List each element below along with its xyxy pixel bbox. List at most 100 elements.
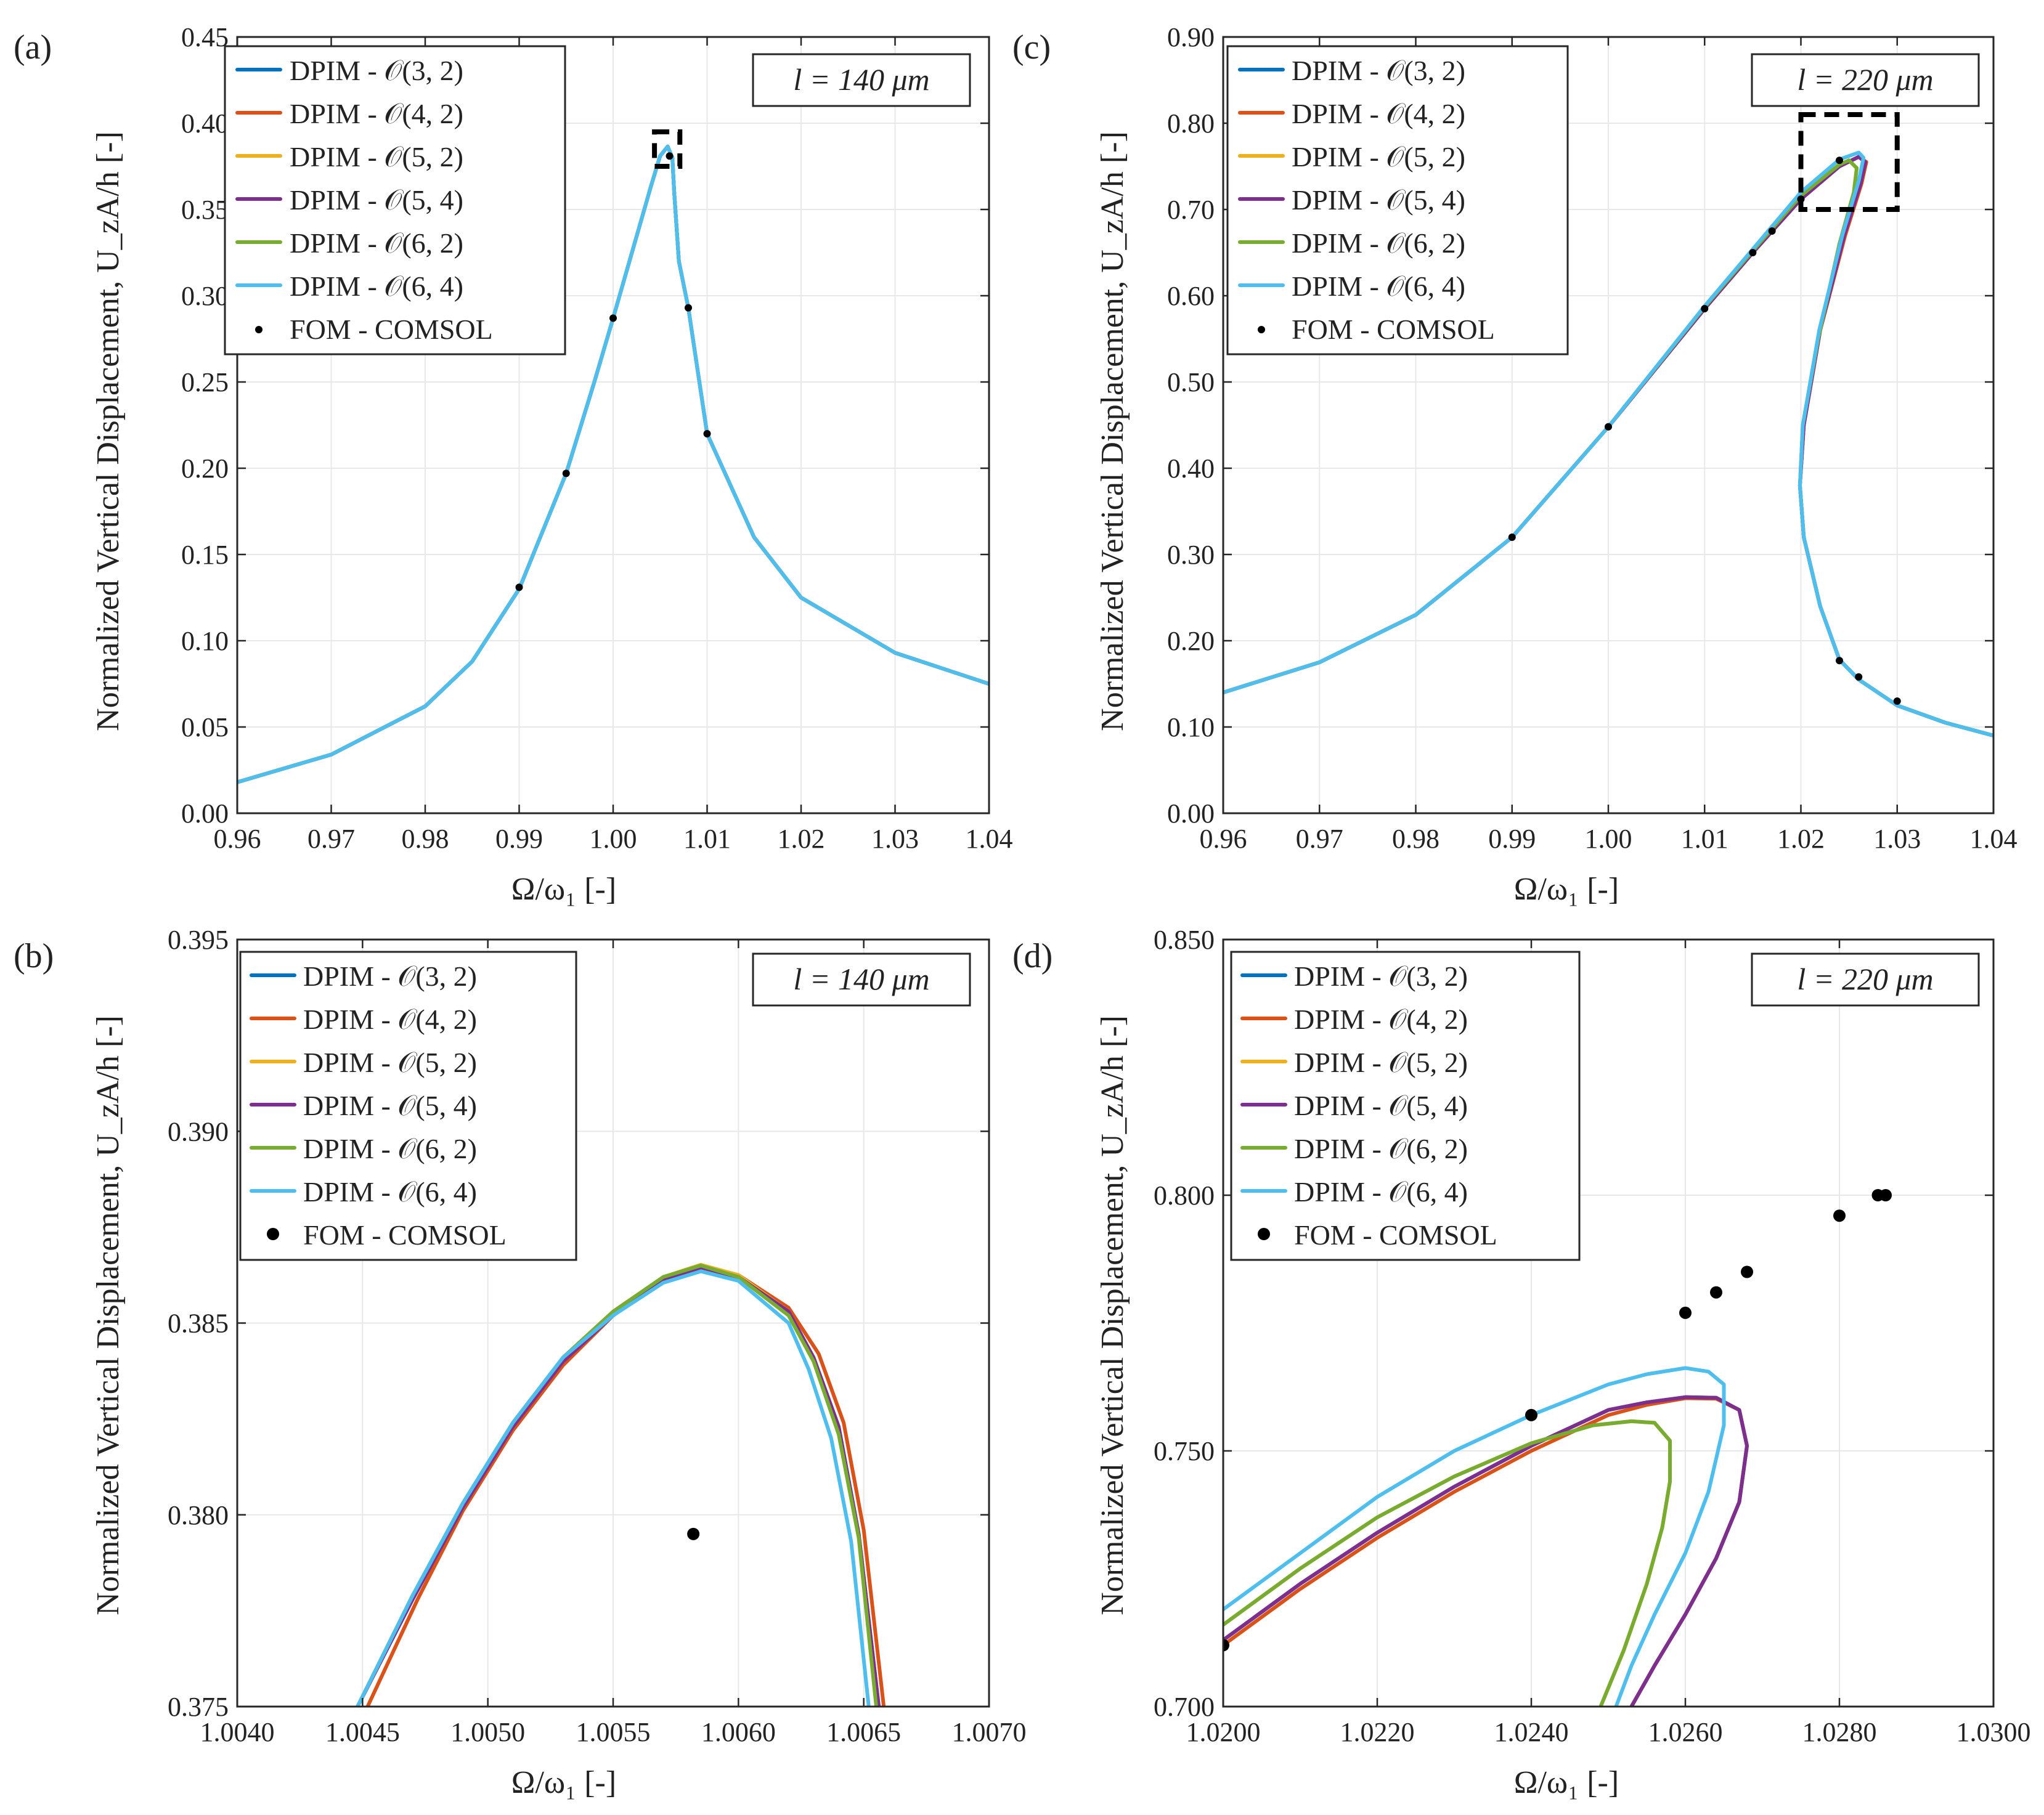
panel-b-series-5	[356, 1269, 871, 1707]
panel-c-ytick-label-1: 0.10	[1167, 712, 1215, 742]
panel-b-xlabel: Ω/ω₁ [-]	[511, 1765, 616, 1800]
legend-label-o54: DPIM - 𝒪(5, 4)	[1294, 1090, 1468, 1121]
panel-b-xtick-label-3: 1.0055	[576, 1717, 651, 1747]
legend-label-o62: DPIM - 𝒪(6, 2)	[1294, 1133, 1468, 1164]
panel-d-fom-point-7	[1879, 1189, 1892, 1201]
panel-c-xtick-label-3: 0.99	[1488, 824, 1536, 854]
panel-a-fom-point-4	[685, 304, 692, 312]
panel-d-fom-point-1	[1525, 1408, 1537, 1421]
panel-d-xtick-label-5: 1.0300	[1956, 1717, 2031, 1747]
panel-d-xtick-label-4: 1.0280	[1802, 1717, 1877, 1747]
panel-d-fom-point-5	[1833, 1209, 1846, 1222]
legend-label-o64: DPIM - 𝒪(6, 4)	[290, 270, 463, 302]
panel-a-fom-point-5	[703, 430, 711, 437]
panel-c-fom-point-3	[1749, 249, 1757, 256]
panel-d-axes-frame	[1222, 938, 1995, 1708]
panel-b-xtick-label-2: 1.0050	[450, 1717, 525, 1747]
panel-c-annotation-text: l = 220 μm	[1797, 62, 1933, 97]
panel-a-ylabel: Normalized Vertical Displacement, U_zA/h…	[91, 131, 126, 731]
panel-a-ytick-label-4: 0.20	[181, 453, 229, 484]
legend-label-o32: DPIM - 𝒪(3, 2)	[1294, 960, 1468, 992]
panel-d-ytick-label-1: 0.750	[1154, 1436, 1215, 1466]
legend-swatch-fom	[1258, 1228, 1270, 1240]
panel-a-ytick-label-5: 0.25	[181, 367, 229, 397]
legend-label-o52: DPIM - 𝒪(5, 2)	[1294, 1047, 1468, 1078]
panel-a-xtick-label-0: 0.96	[214, 824, 261, 854]
panel-d-ytick-label-0: 0.700	[1154, 1692, 1215, 1722]
panel-c-annotation: l = 220 μm	[1751, 53, 1980, 107]
panel-c-ytick-label-8: 0.80	[1167, 108, 1215, 139]
legend-label-o52: DPIM - 𝒪(5, 2)	[1292, 141, 1465, 173]
panel-d-xtick-label-0: 1.0200	[1186, 1717, 1261, 1747]
panel-b-annotation: l = 140 μm	[752, 952, 971, 1007]
legend-label-o62: DPIM - 𝒪(6, 2)	[1292, 227, 1465, 259]
panel-d-xtick-label-1: 1.0220	[1340, 1717, 1415, 1747]
panel-c-xtick-label-1: 0.97	[1296, 824, 1343, 854]
panel-b-xtick-label-6: 1.0070	[952, 1717, 1027, 1747]
panel-a-xtick-label-2: 0.98	[402, 824, 449, 854]
panel-b-ylabel: Normalized Vertical Displacement, U_zA/h…	[91, 1015, 126, 1615]
legend-label-o32: DPIM - 𝒪(3, 2)	[290, 55, 463, 86]
panel-b-ytick-label-4: 0.395	[168, 925, 229, 955]
panel-d-series-3	[1223, 1395, 1749, 1707]
panel-b-legend-box	[239, 951, 577, 1261]
panel-a-annotation: l = 140 μm	[752, 53, 971, 107]
panel-b-xtick-label-1: 1.0045	[325, 1717, 400, 1747]
panel-c-xtick-label-5: 1.01	[1681, 824, 1728, 854]
panel-d-ytick-label-2: 0.800	[1154, 1180, 1215, 1211]
panel-d-annotation: l = 220 μm	[1751, 952, 1980, 1007]
panel-d-ylabel: Normalized Vertical Displacement, U_zA/h…	[1095, 1015, 1130, 1615]
panel-c-fom-point-5	[1797, 195, 1805, 203]
panel-c-legend: DPIM - 𝒪(3, 2) DPIM - 𝒪(4, 2) DPIM - 𝒪(5…	[1226, 45, 1569, 355]
panel-a-xtick-label-1: 0.97	[307, 824, 355, 854]
legend-label-o52: DPIM - 𝒪(5, 2)	[303, 1047, 477, 1078]
panel-a: (a) 0.96 0.97 0.98 0.99 1.00 1.01 1.02 1.03 1.04…	[14, 22, 1013, 907]
panel-b-ytick-label-2: 0.385	[168, 1309, 229, 1339]
panel-a-zoom-box	[652, 129, 683, 169]
panel-d-fom-point-4	[1741, 1265, 1753, 1278]
panel-b-series-3	[356, 1265, 881, 1707]
panel-c-series-group	[1223, 150, 1993, 737]
panel-a-ytick-label-3: 0.15	[181, 540, 229, 570]
panel-c-xlabel: Ω/ω₁ [-]	[1514, 872, 1619, 907]
panel-a-fom-point-1	[562, 469, 570, 477]
panel-a-fom-point-0	[515, 583, 523, 591]
panel-a-series-group	[237, 144, 989, 784]
panel-d-fom-point-3	[1710, 1286, 1722, 1299]
panel-c-fom-point-4	[1768, 227, 1776, 235]
legend-label-o32: DPIM - 𝒪(3, 2)	[1292, 55, 1465, 86]
panel-b-fom-point-0	[687, 1527, 700, 1540]
legend-label-o32: DPIM - 𝒪(3, 2)	[303, 960, 477, 992]
panel-c-fom-point-9	[1893, 697, 1901, 705]
panel-c-ylabel: Normalized Vertical Displacement, U_zA/h…	[1095, 131, 1130, 731]
panel-c-fom-point-2	[1701, 305, 1709, 312]
panel-c-letter: (c)	[1012, 28, 1051, 67]
panel-b-ytick-label-3: 0.390	[168, 1116, 229, 1147]
panel-b-xtick-label-0: 1.0040	[200, 1717, 275, 1747]
panel-a-xtick-label-8: 1.04	[966, 824, 1013, 854]
panel-d-legend: DPIM - 𝒪(3, 2) DPIM - 𝒪(4, 2) DPIM - 𝒪(5…	[1230, 951, 1581, 1261]
panel-b-xtick-label-4: 1.0060	[701, 1717, 776, 1747]
panel-c-zoom-box	[1798, 112, 1900, 212]
panel-c-ytick-label-5: 0.50	[1167, 367, 1215, 397]
panel-a-fom-point-2	[609, 314, 617, 322]
legend-label-o54: DPIM - 𝒪(5, 4)	[303, 1090, 477, 1121]
legend-label-o54: DPIM - 𝒪(5, 4)	[1292, 184, 1465, 216]
panel-c-xtick-label-8: 1.04	[1970, 824, 2018, 854]
legend-label-o64: DPIM - 𝒪(6, 4)	[1294, 1176, 1468, 1208]
panel-c-fom-point-1	[1605, 423, 1612, 431]
panel-a-xtick-label-4: 1.00	[590, 824, 637, 854]
legend-label-o42: DPIM - 𝒪(4, 2)	[303, 1004, 477, 1035]
legend-swatch-fom	[255, 326, 263, 333]
panel-c: (c) 0.96 0.97 0.98 0.99 1.00 1.01 1.02 1.03 1.04…	[1012, 22, 2018, 907]
legend-label-o54: DPIM - 𝒪(5, 4)	[290, 184, 463, 216]
panel-c-ytick-label-0: 0.00	[1167, 798, 1215, 829]
panel-c-ytick-label-4: 0.40	[1167, 453, 1215, 484]
legend-label-o64: DPIM - 𝒪(6, 4)	[303, 1176, 477, 1208]
panel-b-legend: DPIM - 𝒪(3, 2) DPIM - 𝒪(4, 2) DPIM - 𝒪(5…	[239, 951, 577, 1261]
panel-c-ytick-label-9: 0.90	[1167, 22, 1215, 52]
panel-a-ytick-label-6: 0.30	[181, 281, 229, 311]
legend-label-fom: FOM - COMSOL	[1294, 1219, 1497, 1251]
panel-d-xtick-label-3: 1.0260	[1648, 1717, 1723, 1747]
